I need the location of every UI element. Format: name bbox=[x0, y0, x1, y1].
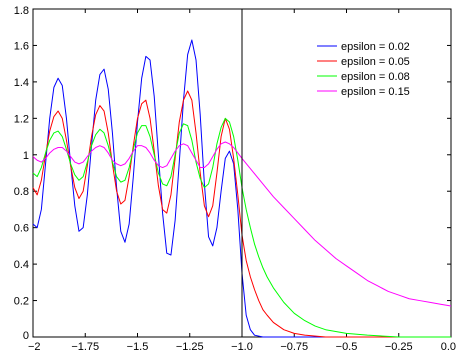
x-tick-label: −1.75 bbox=[71, 341, 99, 353]
axes: −2 −1.75 −1.5 −1.25 −1.0 −0.75 −0.5 −0.25 0.0 0 0.… bbox=[14, 5, 456, 353]
legend-label: epsilon = 0.05 bbox=[341, 56, 410, 68]
y-tick-label: 0.6 bbox=[14, 223, 29, 235]
x-tick-label: −0.5 bbox=[336, 341, 358, 353]
y-tick-label: 1.4 bbox=[14, 77, 29, 89]
series-layer bbox=[32, 39, 452, 338]
y-tick-label: 0.8 bbox=[14, 186, 29, 198]
y-tick-label: 0.4 bbox=[14, 259, 29, 271]
series-line-1 bbox=[32, 90, 451, 338]
x-tick-label: −1.5 bbox=[127, 341, 149, 353]
series-line-2 bbox=[32, 117, 451, 338]
y-tick-label: 1.2 bbox=[14, 113, 29, 125]
x-tick-label: −1.0 bbox=[231, 341, 253, 353]
legend-box bbox=[313, 39, 445, 104]
x-tick-label: 0.0 bbox=[441, 341, 456, 353]
x-tick-label: −2 bbox=[28, 341, 41, 353]
x-tick-label: −0.75 bbox=[280, 341, 308, 353]
legend-label: epsilon = 0.02 bbox=[341, 41, 410, 53]
x-tick-label: −1.25 bbox=[176, 341, 204, 353]
legend-label: epsilon = 0.15 bbox=[341, 86, 410, 98]
legend-label: epsilon = 0.08 bbox=[341, 71, 410, 83]
x-tick-label: −0.25 bbox=[385, 341, 413, 353]
y-tick-label: 1 bbox=[23, 150, 29, 162]
series-line-0 bbox=[32, 39, 451, 338]
series-line-3 bbox=[32, 141, 452, 307]
y-tick-label: 1.8 bbox=[14, 5, 29, 17]
y-tick-label: 1.6 bbox=[14, 40, 29, 52]
legend: epsilon = 0.02 epsilon = 0.05 epsilon = 0.… bbox=[313, 39, 445, 104]
y-tick-label: 0 bbox=[23, 330, 29, 342]
y-tick-label: 0.2 bbox=[14, 296, 29, 308]
